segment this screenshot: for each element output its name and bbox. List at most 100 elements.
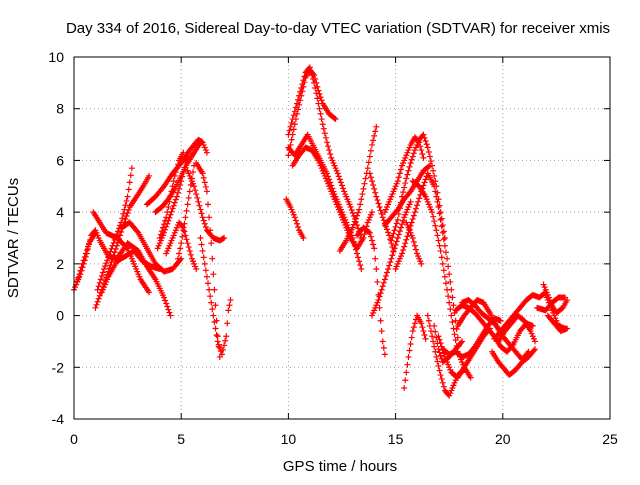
data-point: [171, 172, 178, 179]
data-point: [75, 274, 82, 281]
data-point: [146, 172, 153, 179]
data-point: [444, 255, 451, 262]
data-point: [203, 149, 210, 156]
data-track: [534, 294, 568, 314]
data-point: [375, 297, 382, 304]
data-point: [198, 138, 205, 145]
data-point: [434, 232, 441, 239]
data-point: [295, 96, 302, 103]
data-point: [215, 341, 222, 348]
data-point: [300, 77, 307, 84]
data-point: [286, 127, 293, 134]
data-point: [373, 123, 380, 130]
data-point: [402, 377, 409, 384]
data-point: [224, 320, 231, 327]
data-point: [399, 250, 406, 257]
data-point: [350, 221, 357, 228]
data-point: [111, 249, 118, 256]
data-track: [544, 312, 571, 335]
data-point: [348, 206, 355, 213]
data-point: [442, 280, 449, 287]
data-point: [357, 262, 364, 269]
data-point: [334, 170, 341, 177]
data-point: [431, 183, 438, 190]
data-point: [74, 278, 81, 285]
data-point: [76, 271, 83, 278]
data-point: [164, 209, 171, 216]
data-point: [404, 171, 411, 178]
data-track: [336, 123, 380, 254]
data-track: [154, 147, 193, 252]
data-point: [290, 112, 297, 119]
data-point: [360, 235, 367, 241]
data-point: [288, 136, 295, 143]
data-point: [453, 326, 460, 333]
data-point: [354, 250, 361, 257]
data-point: [438, 223, 445, 230]
data-point: [209, 255, 216, 262]
data-point: [194, 194, 201, 201]
data-track: [283, 196, 307, 241]
data-point: [163, 300, 170, 307]
data-point: [173, 260, 180, 267]
data-point: [433, 227, 440, 234]
data-point: [105, 254, 112, 261]
data-point: [293, 100, 300, 107]
data-track: [92, 172, 153, 311]
data-track: [495, 312, 538, 345]
data-point: [444, 286, 451, 293]
data-point: [192, 187, 199, 194]
data-point: [376, 293, 383, 300]
data-track: [98, 247, 163, 296]
data-point: [337, 179, 344, 186]
data-point: [180, 149, 187, 156]
data-point: [291, 214, 298, 221]
data-point: [191, 183, 198, 190]
data-point: [299, 81, 306, 88]
data-point: [200, 254, 207, 261]
data-point: [442, 249, 449, 256]
data-point: [372, 189, 379, 196]
data-point: [364, 165, 371, 172]
data-point: [123, 197, 130, 204]
data-point: [110, 252, 117, 259]
plot-frame: [73, 56, 611, 420]
data-point: [434, 198, 441, 205]
data-point: [108, 258, 115, 265]
data-point: [122, 202, 129, 209]
data-point: [372, 128, 379, 135]
data-point: [400, 247, 407, 254]
data-point: [125, 186, 132, 193]
data-point: [369, 209, 376, 216]
data-point: [107, 248, 114, 255]
data-point: [394, 216, 401, 223]
axes: [73, 56, 611, 420]
data-point: [411, 242, 418, 249]
data-point: [406, 163, 413, 170]
data-point: [288, 119, 295, 126]
data-point: [422, 335, 429, 342]
data-point: [447, 306, 454, 313]
data-point: [161, 221, 168, 228]
data-point: [438, 215, 445, 222]
data-point: [380, 279, 387, 286]
data-point: [380, 217, 387, 224]
data-point: [411, 320, 418, 327]
data-point: [561, 294, 568, 301]
data-point: [370, 241, 377, 248]
data-point: [436, 367, 443, 374]
data-point: [378, 328, 385, 335]
data-point: [81, 253, 88, 260]
data-point: [436, 349, 443, 356]
x-tick-label: 25: [602, 431, 618, 447]
data-point: [564, 325, 571, 332]
data-point: [373, 193, 380, 200]
data-point: [372, 255, 379, 262]
data-point: [403, 175, 410, 182]
data-point: [415, 198, 422, 205]
data-point: [401, 384, 408, 391]
data-point: [221, 342, 228, 349]
data-point: [331, 115, 338, 122]
data-point: [182, 214, 189, 221]
data-point: [377, 317, 384, 324]
